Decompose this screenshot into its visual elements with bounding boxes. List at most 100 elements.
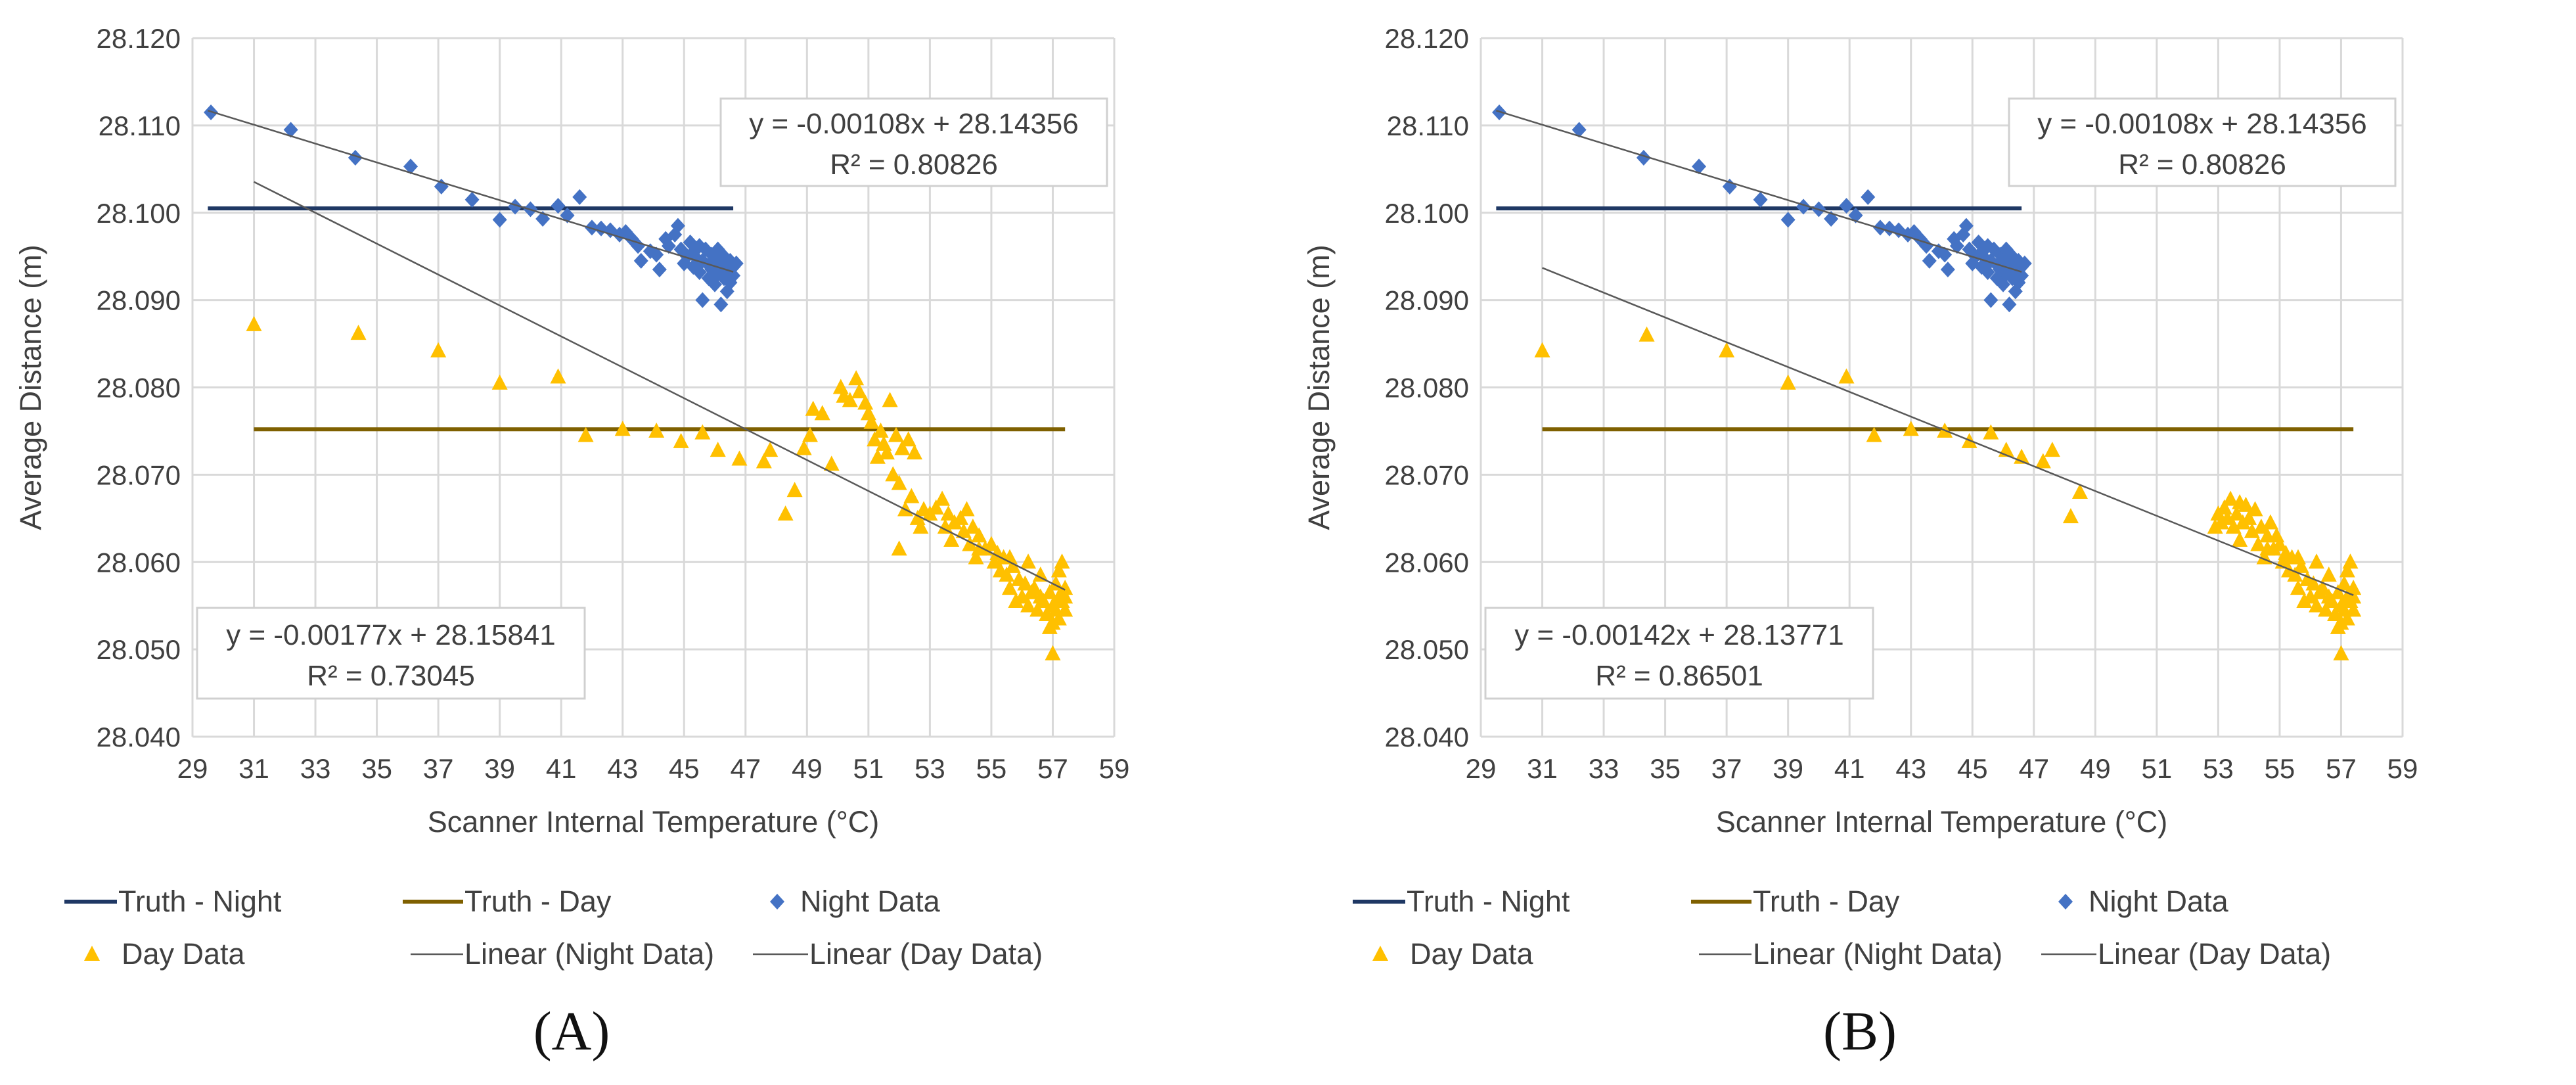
day-data-point <box>962 536 978 551</box>
night-data-point <box>2005 270 2020 287</box>
x-tick-label: 39 <box>484 753 515 784</box>
day-equation-text: y = -0.00177x + 28.15841 <box>226 619 556 651</box>
y-tick-label: 28.100 <box>1385 198 1469 229</box>
x-tick-label: 53 <box>2203 753 2234 784</box>
day-data-point <box>2333 645 2349 660</box>
day-data-point <box>673 432 689 448</box>
night-data-series <box>204 104 744 313</box>
day-data-point <box>2309 553 2325 569</box>
day-data-point <box>2324 593 2340 609</box>
day-equation-frame <box>1484 607 1874 700</box>
day-data-point <box>1057 588 1073 604</box>
legend-label-linear-day: Linear (Day Data) <box>809 937 1043 971</box>
panel-label: (A) <box>533 1001 610 1062</box>
day-data-point <box>955 522 972 538</box>
night-data-point <box>713 296 729 313</box>
y-tick-label: 28.060 <box>1385 547 1469 578</box>
day-data-point <box>1001 580 1018 595</box>
night-data-point <box>508 198 523 215</box>
x-tick-label: 49 <box>792 753 823 784</box>
day-r2-text: R² = 0.73045 <box>307 660 475 692</box>
day-data-point <box>885 466 901 482</box>
night-data-point <box>1839 198 1854 214</box>
day-data-point <box>1020 553 1037 569</box>
day-data-point <box>2327 605 2343 621</box>
x-axis-title: Scanner Internal Temperature (°C) <box>428 805 879 839</box>
y-tick-label: 28.040 <box>1385 722 1469 752</box>
day-data-point <box>964 519 981 534</box>
day-data-point <box>2345 580 2362 595</box>
day-data-point <box>814 405 830 421</box>
x-tick-label: 45 <box>1957 753 1988 784</box>
x-tick-label: 57 <box>1037 753 1068 784</box>
night-data-point <box>695 292 710 308</box>
night-data-point <box>1824 211 1839 227</box>
day-data-point <box>2345 601 2362 617</box>
x-tick-label: 29 <box>1466 753 1497 784</box>
chart-svg-a: 29 31 33 35 37 39 41 43 45 47 49 51 53 55 57 59 28.040 28… <box>14 23 1130 1062</box>
day-data-point <box>1039 605 1055 621</box>
day-data-point <box>805 400 821 416</box>
day-trendline <box>253 181 1066 591</box>
legend-label-linear-day: Linear (Day Data) <box>2098 937 2331 971</box>
night-data-point <box>1780 212 1796 228</box>
x-tick-label: 41 <box>1834 753 1865 784</box>
day-data-point <box>1032 566 1049 582</box>
x-tick-label: 51 <box>853 753 884 784</box>
night-data-point <box>283 122 298 138</box>
x-tick-label: 43 <box>607 753 638 784</box>
night-data-point <box>1722 178 1737 195</box>
legend-label-truth-night: Truth - Night <box>118 885 282 918</box>
day-data-point <box>710 442 726 457</box>
day-data-point <box>2305 575 2322 591</box>
day-data-point <box>2269 527 2285 543</box>
day-data-point <box>2244 522 2260 538</box>
day-data-point <box>2330 618 2346 634</box>
day-data-point <box>842 392 858 407</box>
x-tick-label: 53 <box>915 753 945 784</box>
day-data-point <box>2044 442 2060 457</box>
day-data-point <box>2293 557 2309 573</box>
x-tick-label: 59 <box>1099 753 1130 784</box>
day-data-point <box>2247 501 2263 517</box>
day-data-point <box>1057 580 1073 595</box>
day-data-point <box>934 490 951 506</box>
day-data-point <box>1054 553 1070 569</box>
day-equation-text: y = -0.00142x + 28.13771 <box>1514 619 1844 651</box>
y-tick-label: 28.090 <box>1385 285 1469 316</box>
day-data-point <box>2271 536 2288 551</box>
night-data-point <box>403 158 418 175</box>
night-data-point <box>661 238 676 254</box>
x-tick-label: 33 <box>1589 753 1619 784</box>
y-tick-label: 28.090 <box>97 285 181 316</box>
night-equation-frame <box>2008 97 2397 187</box>
night-data-point <box>1872 219 1887 236</box>
day-data-point <box>903 488 920 503</box>
legend: Truth - Night Truth - Day Night Data Day Da… <box>64 885 1043 971</box>
day-data-point <box>2302 588 2318 604</box>
y-tick-label: 28.110 <box>1387 110 1469 141</box>
night-data-point <box>551 198 566 214</box>
x-tick-label: 45 <box>669 753 700 784</box>
night-equation-box: y = -0.00108x + 28.14356 R² = 0.80826 <box>2008 97 2397 187</box>
day-data-point <box>848 370 865 386</box>
night-data-point <box>464 191 480 208</box>
day-data-point <box>888 427 904 442</box>
legend-label-linear-night: Linear (Night Data) <box>1753 937 2002 971</box>
y-tick-label: 28.070 <box>97 459 181 490</box>
legend-label-night-data: Night Data <box>800 885 941 918</box>
night-trendline <box>208 110 734 273</box>
day-data-point <box>2062 508 2079 524</box>
night-data-point <box>572 189 587 205</box>
day-data-point <box>891 474 907 490</box>
x-tick-label: 31 <box>238 753 269 784</box>
x-tick-label: 59 <box>2387 753 2418 784</box>
day-data-point <box>2336 575 2353 591</box>
day-data-point <box>2232 532 2248 547</box>
x-tick-label: 51 <box>2142 753 2173 784</box>
day-data-point <box>968 549 984 565</box>
legend-label-linear-night: Linear (Night Data) <box>464 937 714 971</box>
x-tick-label: 31 <box>1527 753 1558 784</box>
night-data-point <box>584 219 599 236</box>
day-data-point <box>2345 588 2362 604</box>
